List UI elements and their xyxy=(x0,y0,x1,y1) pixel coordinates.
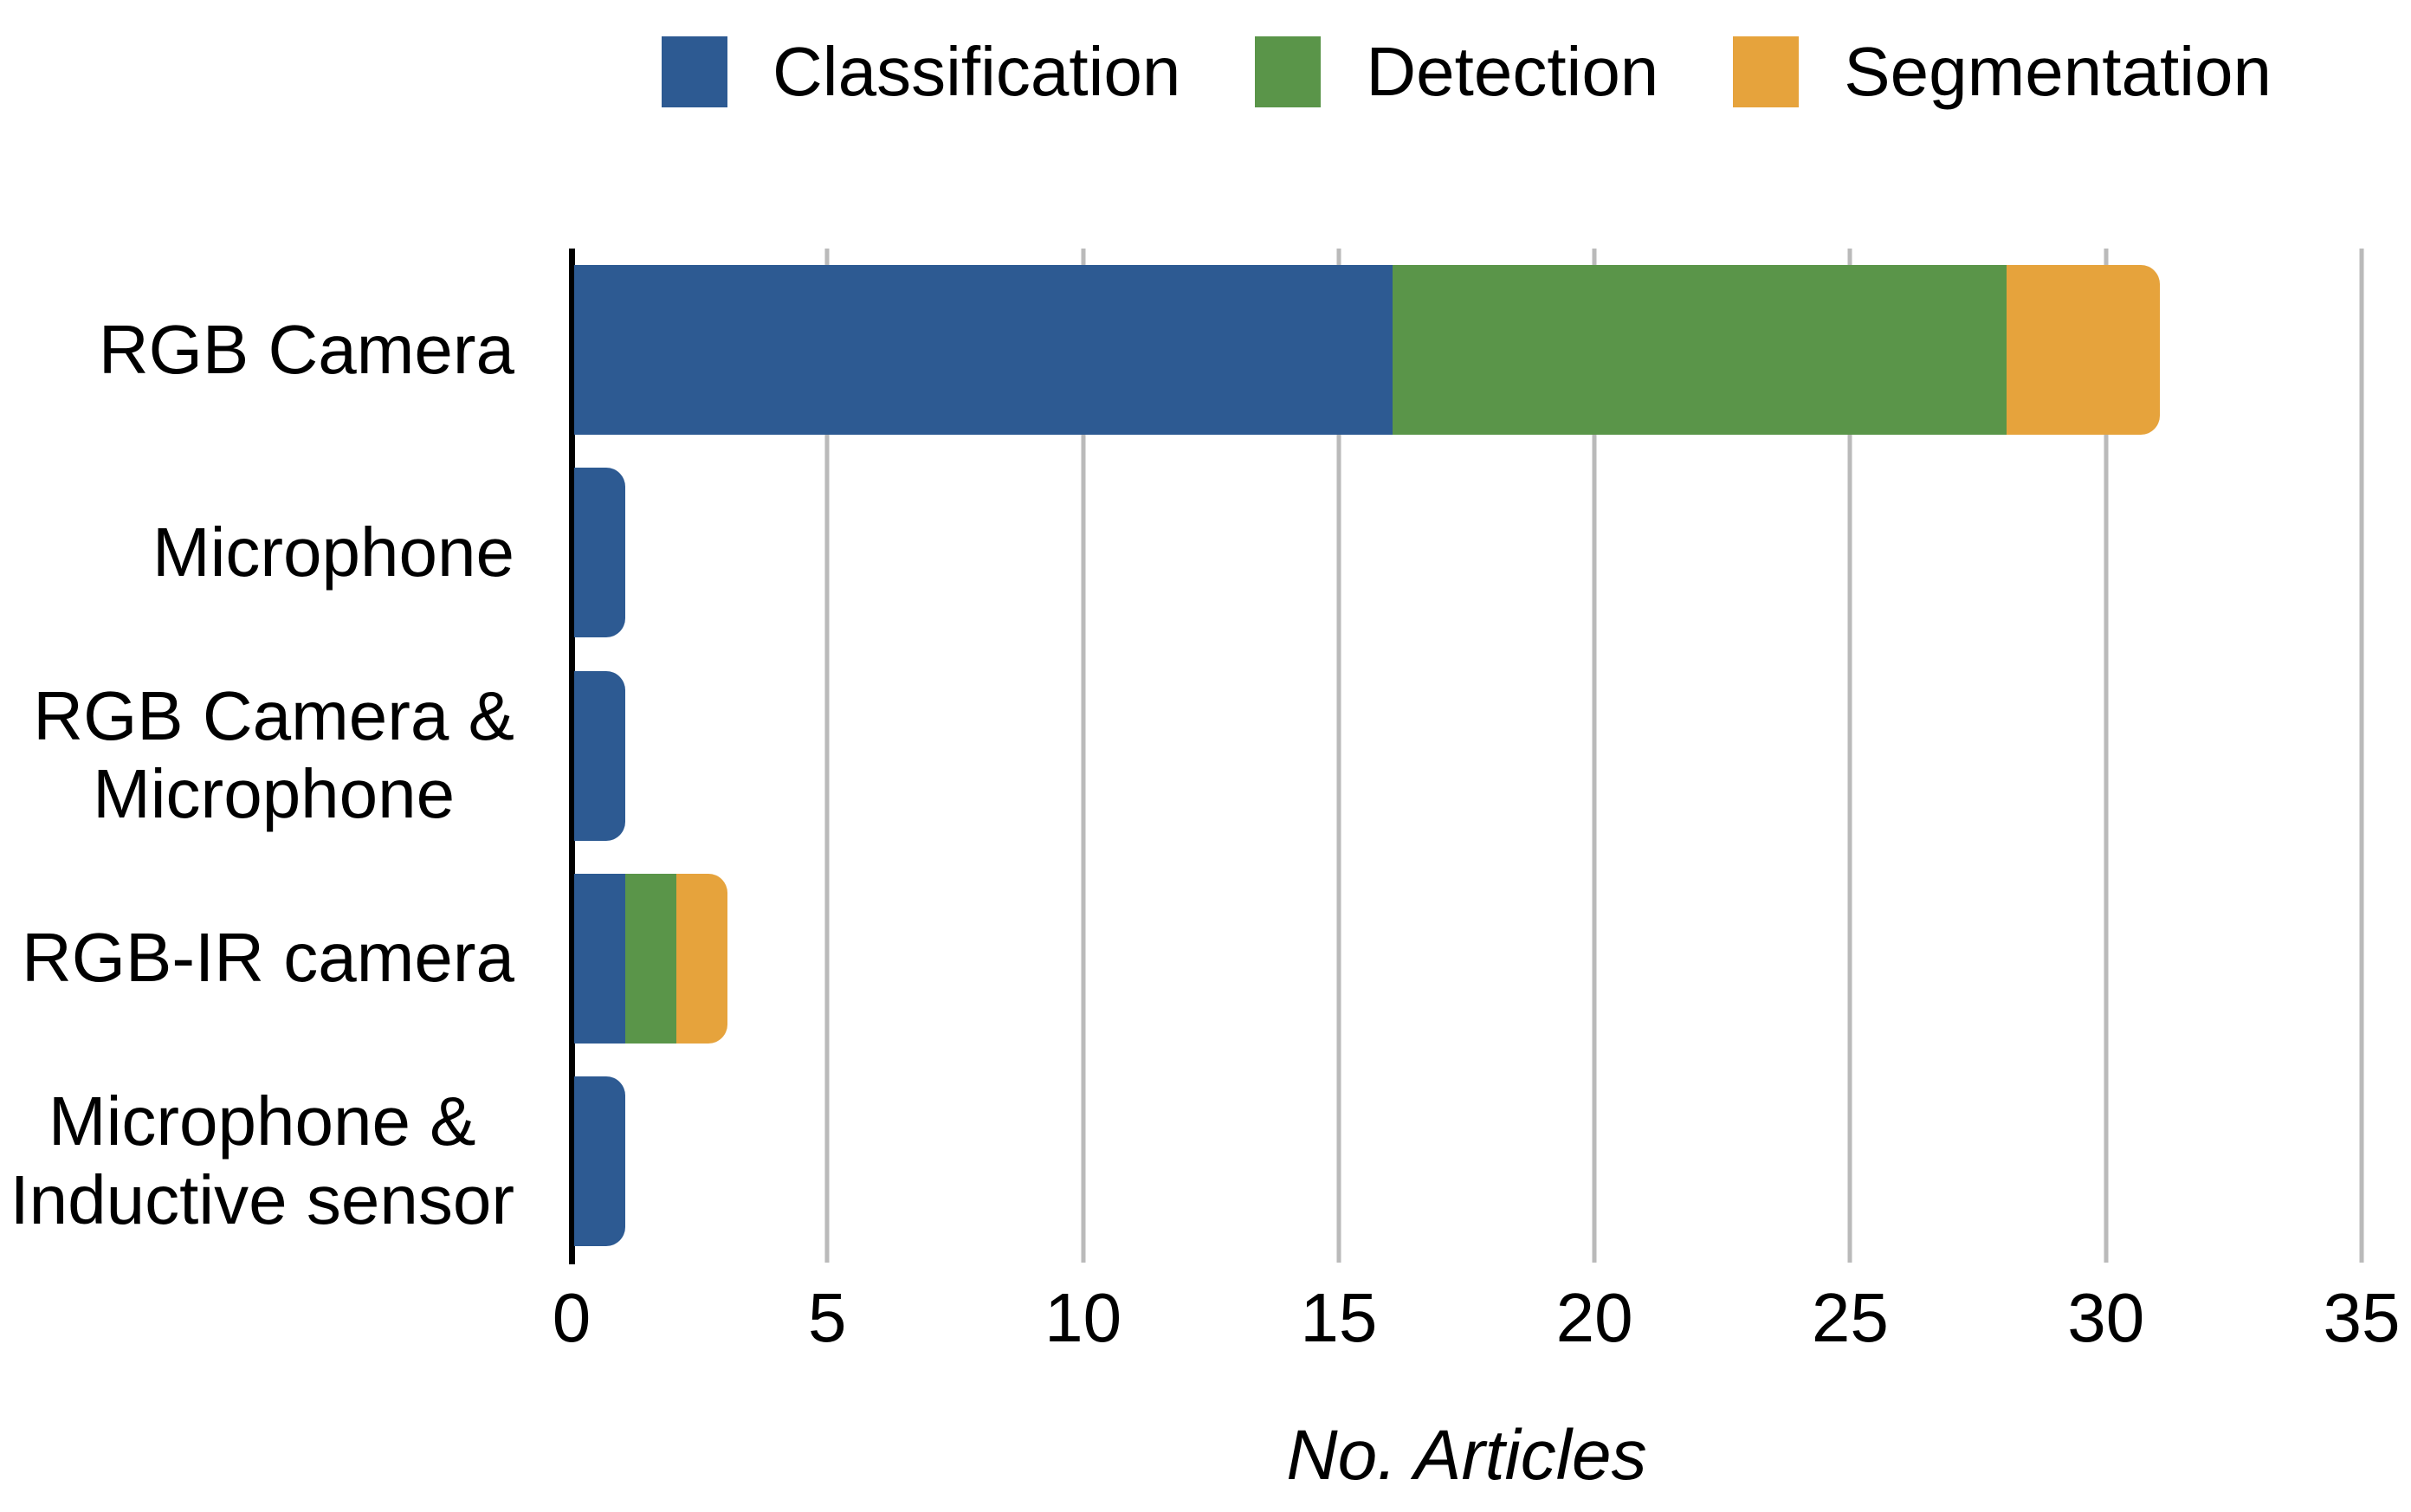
y-label-microphone-inductive-sensor: Microphone & Inductive sensor xyxy=(10,1082,514,1238)
legend: Classification Detection Segmentation xyxy=(572,24,2362,120)
gridline-5 xyxy=(824,249,830,1263)
bar-row-microphone-inductive-sensor xyxy=(574,1076,2364,1246)
y-label-rgb-camera-microphone: RGB Camera & Microphone xyxy=(33,677,514,833)
gridline-35 xyxy=(2359,249,2364,1263)
bar-microphone-inductive-sensor-classification xyxy=(574,1076,626,1246)
legend-label-segmentation: Segmentation xyxy=(1844,33,2272,110)
bar-rgb-camera-microphone-classification xyxy=(574,670,626,841)
legend-item-classification: Classification xyxy=(662,36,1180,107)
x-tick-0: 0 xyxy=(552,1279,591,1356)
bar-rgb-ir-camera-segmentation xyxy=(676,873,728,1044)
legend-label-classification: Classification xyxy=(772,33,1181,110)
x-tick-35: 35 xyxy=(2323,1279,2401,1356)
bar-row-microphone xyxy=(574,468,2364,638)
bar-rgb-ir-camera-detection xyxy=(625,873,677,1044)
bar-rgb-camera-detection xyxy=(1392,265,2007,436)
legend-item-segmentation: Segmentation xyxy=(1733,36,2272,107)
y-label-microphone: Microphone xyxy=(152,513,514,591)
bar-microphone-classification xyxy=(574,468,626,638)
y-label-rgb-camera: RGB Camera xyxy=(98,310,514,388)
y-label-rgb-ir-camera: RGB-IR camera xyxy=(22,919,514,997)
x-tick-10: 10 xyxy=(1044,1279,1122,1356)
x-axis-title: No. Articles xyxy=(1286,1416,1647,1495)
x-tick-20: 20 xyxy=(1555,1279,1633,1356)
bar-row-rgb-ir-camera xyxy=(574,873,2364,1044)
bar-rgb-camera-segmentation xyxy=(2006,265,2160,436)
x-tick-5: 5 xyxy=(808,1279,847,1356)
gridline-20 xyxy=(1592,249,1597,1263)
legend-item-detection: Detection xyxy=(1255,36,1658,107)
bar-rgb-ir-camera-classification xyxy=(574,873,626,1044)
gridline-15 xyxy=(1336,249,1341,1263)
x-tick-25: 25 xyxy=(1811,1279,1889,1356)
bar-row-rgb-camera xyxy=(574,265,2364,436)
legend-label-detection: Detection xyxy=(1366,33,1659,110)
bar-row-rgb-camera-microphone xyxy=(574,670,2364,841)
legend-swatch-classification xyxy=(662,36,728,107)
y-axis-line xyxy=(569,249,575,1264)
legend-swatch-segmentation xyxy=(1733,36,1800,107)
y-axis-category-labels: RGB Camera Microphone RGB Camera & Microph… xyxy=(0,249,514,1263)
plot-area xyxy=(569,249,2364,1264)
gridline-30 xyxy=(2104,249,2109,1263)
x-tick-30: 30 xyxy=(2067,1279,2145,1356)
legend-swatch-detection xyxy=(1255,36,1322,107)
x-axis-tick-labels: 0 5 10 15 20 25 30 35 xyxy=(553,1279,2401,1367)
gridline-10 xyxy=(1081,249,1086,1263)
x-tick-15: 15 xyxy=(1300,1279,1378,1356)
gridline-25 xyxy=(1847,249,1852,1263)
bar-rgb-camera-classification xyxy=(574,265,1393,436)
